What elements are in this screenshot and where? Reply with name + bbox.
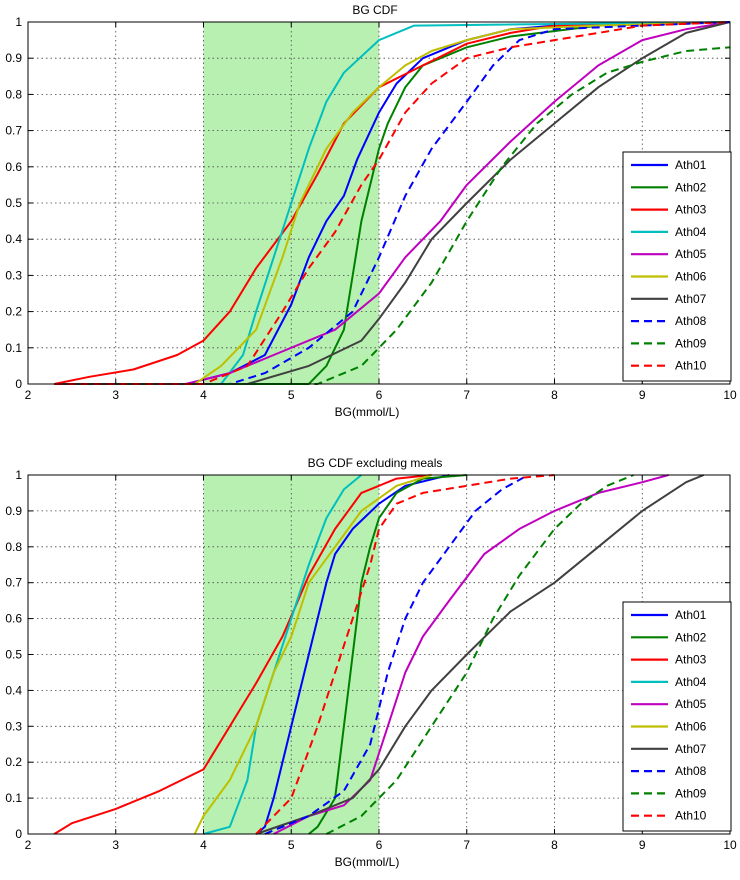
y-tick-label: 0.6 <box>5 612 22 626</box>
legend-label-ath09: Ath09 <box>675 336 707 350</box>
y-tick-label: 0 <box>15 377 22 391</box>
y-tick-label: 0.9 <box>5 504 22 518</box>
y-tick-label: 1 <box>15 15 22 29</box>
legend-label-ath06: Ath06 <box>675 270 707 284</box>
legend-label-ath04: Ath04 <box>675 225 707 239</box>
legend: Ath01 Ath02 Ath03 Ath04 Ath05 Ath06 Ath07 Ath08… <box>622 601 732 832</box>
y-tick-label: 0.2 <box>5 305 22 319</box>
series-line-ath01 <box>255 474 450 835</box>
y-tick-label: 0.2 <box>5 755 22 769</box>
x-tick-label: 4 <box>200 388 207 402</box>
y-tick-label: 0.5 <box>5 648 22 662</box>
series-line-ath07 <box>54 21 731 385</box>
x-tick-label: 8 <box>551 838 558 852</box>
y-tick-label: 0.4 <box>5 683 22 697</box>
x-tick-label: 6 <box>376 838 383 852</box>
x-tick-label: 9 <box>639 838 646 852</box>
x-tick-label: 2 <box>25 388 32 402</box>
legend-box <box>622 601 732 832</box>
y-tick-label: 0.8 <box>5 87 22 101</box>
legend-label-ath09: Ath09 <box>675 786 707 800</box>
y-tick-label: 0.5 <box>5 196 22 210</box>
y-tick-label: 0.1 <box>5 341 22 355</box>
legend-label-ath05: Ath05 <box>675 247 707 261</box>
series-line-ath03 <box>53 474 432 835</box>
chart-2: 2 3 4 5 6 7 8 9 10 0 0.1 0.2 0.3 0.4 0.5 0.6 0.7 0.8 0.9 1 B… <box>5 456 737 869</box>
y-tick-label: 0.4 <box>5 232 22 246</box>
series-line-ath08 <box>264 474 529 835</box>
legend-box <box>622 151 732 382</box>
legend-label-ath01: Ath01 <box>675 158 707 172</box>
legend-label-ath05: Ath05 <box>675 697 707 711</box>
legend-label-ath07: Ath07 <box>675 742 707 756</box>
series-line-ath08 <box>54 21 731 385</box>
legend-label-ath07: Ath07 <box>675 292 707 306</box>
x-tick-label: 10 <box>723 388 737 402</box>
series-line-ath06 <box>193 474 432 835</box>
legend-label-ath01: Ath01 <box>675 608 707 622</box>
x-axis-label: BG(mmol/L) <box>335 405 400 419</box>
x-tick-label: 5 <box>288 388 295 402</box>
series-line-ath04 <box>203 474 363 835</box>
x-tick-label: 2 <box>25 838 32 852</box>
y-tick-label: 0.3 <box>5 268 22 282</box>
chart-1: 2 3 4 5 6 7 8 9 10 0 0.1 0.2 0.3 0.4 0.5 0.6 0.7 0.8 0.9 1 B… <box>5 3 737 419</box>
x-axis-label: BG(mmol/L) <box>335 855 400 869</box>
legend-label-ath02: Ath02 <box>675 180 707 194</box>
y-tick-label: 0.6 <box>5 160 22 174</box>
legend-label-ath08: Ath08 <box>675 764 707 778</box>
x-tick-label: 3 <box>112 838 119 852</box>
x-tick-label: 5 <box>288 838 295 852</box>
chart-title: BG CDF excluding meals <box>308 456 443 470</box>
legend-label-ath03: Ath03 <box>675 203 707 217</box>
y-tick-label: 1 <box>15 468 22 482</box>
x-tick-label: 10 <box>723 838 737 852</box>
series-line-ath07 <box>255 474 705 835</box>
y-tick-label: 0.3 <box>5 719 22 733</box>
y-tick-label: 0.9 <box>5 51 22 65</box>
x-tick-label: 7 <box>463 838 470 852</box>
legend-label-ath03: Ath03 <box>675 653 707 667</box>
x-tick-label: 4 <box>200 838 207 852</box>
series-line-ath05 <box>54 21 731 385</box>
series-line-ath03 <box>54 21 731 385</box>
legend-label-ath04: Ath04 <box>675 675 707 689</box>
legend-label-ath02: Ath02 <box>675 630 707 644</box>
x-tick-label: 8 <box>551 388 558 402</box>
y-tick-label: 0.8 <box>5 540 22 554</box>
series-line-ath04 <box>54 21 731 385</box>
y-tick-label: 0.7 <box>5 576 22 590</box>
y-tick-label: 0.1 <box>5 791 22 805</box>
chart-title: BG CDF <box>352 3 397 17</box>
x-tick-label: 3 <box>112 388 119 402</box>
legend-label-ath06: Ath06 <box>675 720 707 734</box>
y-tick-label: 0.7 <box>5 124 22 138</box>
y-tick-label: 0 <box>15 827 22 841</box>
legend-label-ath10: Ath10 <box>675 359 707 373</box>
legend-label-ath08: Ath08 <box>675 314 707 328</box>
series-line-ath02 <box>308 474 467 835</box>
legend: Ath01 Ath02 Ath03 Ath04 Ath05 Ath06 Ath07 Ath08… <box>622 151 732 382</box>
x-tick-label: 7 <box>463 388 470 402</box>
series-line-ath06 <box>54 21 731 385</box>
legend-label-ath10: Ath10 <box>675 809 707 823</box>
series-line-ath10 <box>255 474 555 835</box>
series-line-ath09 <box>54 46 731 385</box>
x-tick-label: 6 <box>376 388 383 402</box>
series-line-ath09 <box>325 474 634 835</box>
series-line-ath10 <box>54 21 731 385</box>
x-tick-label: 9 <box>639 388 646 402</box>
